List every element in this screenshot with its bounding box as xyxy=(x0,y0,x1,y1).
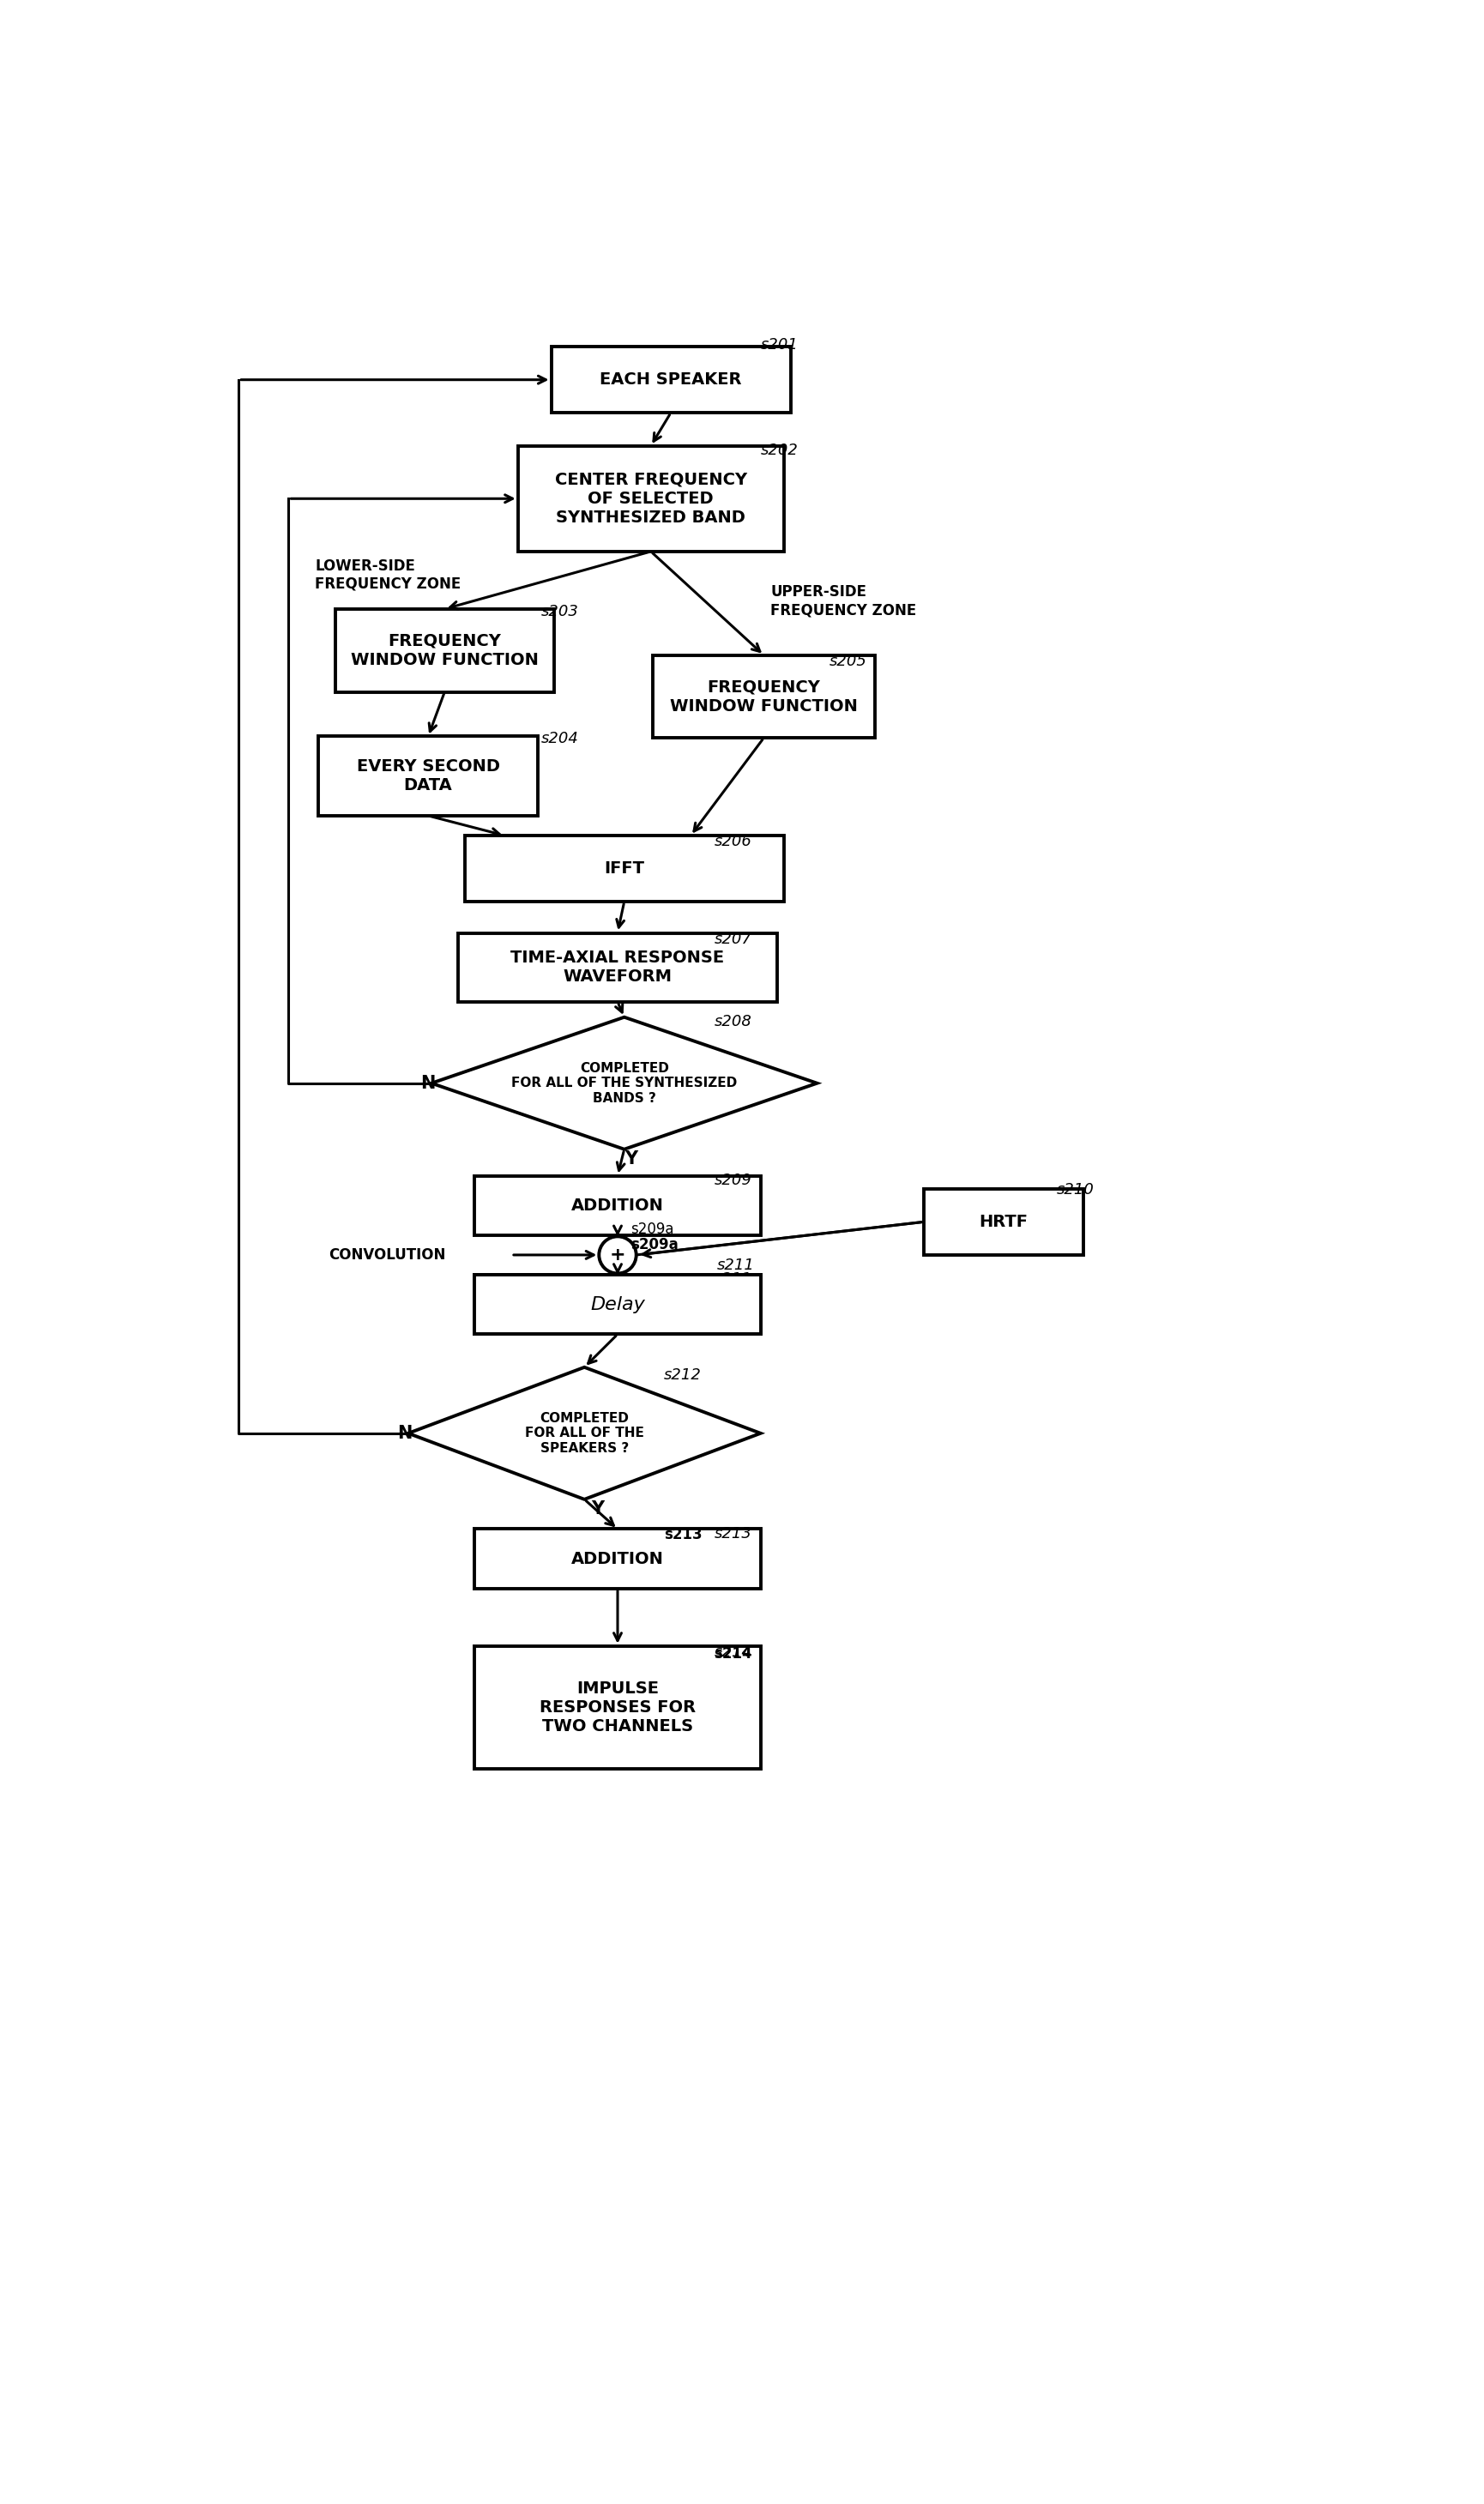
Text: s205: s205 xyxy=(830,654,867,669)
Text: s211: s211 xyxy=(717,1257,755,1275)
FancyBboxPatch shape xyxy=(923,1189,1083,1255)
Text: s207: s207 xyxy=(714,931,752,947)
Text: s206: s206 xyxy=(714,834,752,849)
Text: s211: s211 xyxy=(714,1272,752,1287)
FancyBboxPatch shape xyxy=(475,1530,761,1588)
Text: FREQUENCY
WINDOW FUNCTION: FREQUENCY WINDOW FUNCTION xyxy=(350,634,539,669)
Text: Delay: Delay xyxy=(591,1297,646,1312)
Text: s202: s202 xyxy=(761,443,798,458)
FancyBboxPatch shape xyxy=(475,1177,761,1234)
Text: s213: s213 xyxy=(714,1525,752,1540)
Text: TIME-AXIAL RESPONSE
WAVEFORM: TIME-AXIAL RESPONSE WAVEFORM xyxy=(510,949,724,984)
Text: s212: s212 xyxy=(665,1367,702,1382)
Text: IMPULSE
RESPONSES FOR
TWO CHANNELS: IMPULSE RESPONSES FOR TWO CHANNELS xyxy=(540,1680,696,1735)
Text: ADDITION: ADDITION xyxy=(571,1550,663,1568)
Text: s208: s208 xyxy=(714,1014,752,1029)
Text: s211: s211 xyxy=(717,1272,755,1287)
Text: s204: s204 xyxy=(542,731,579,746)
Text: HRTF: HRTF xyxy=(979,1214,1027,1229)
Text: s209: s209 xyxy=(714,1172,752,1187)
Text: N: N xyxy=(398,1425,413,1442)
Text: +: + xyxy=(610,1247,626,1265)
FancyBboxPatch shape xyxy=(475,1645,761,1768)
FancyBboxPatch shape xyxy=(653,656,876,739)
Text: IFFT: IFFT xyxy=(604,861,644,876)
FancyBboxPatch shape xyxy=(475,1275,761,1335)
Text: LOWER-SIDE
FREQUENCY ZONE: LOWER-SIDE FREQUENCY ZONE xyxy=(315,558,462,591)
Text: s210: s210 xyxy=(1057,1182,1094,1197)
Text: ADDITION: ADDITION xyxy=(571,1197,663,1214)
Text: Y: Y xyxy=(625,1149,638,1167)
Text: COMPLETED
FOR ALL OF THE SYNTHESIZED
BANDS ?: COMPLETED FOR ALL OF THE SYNTHESIZED BAN… xyxy=(512,1062,738,1104)
FancyBboxPatch shape xyxy=(319,736,537,816)
Circle shape xyxy=(600,1237,637,1275)
Text: s203: s203 xyxy=(542,603,579,621)
FancyBboxPatch shape xyxy=(475,1275,761,1335)
Text: s201: s201 xyxy=(761,338,798,353)
FancyBboxPatch shape xyxy=(518,446,784,551)
Text: s209a: s209a xyxy=(631,1237,678,1252)
FancyBboxPatch shape xyxy=(459,934,778,1002)
Text: Delay: Delay xyxy=(589,1297,646,1312)
Text: FREQUENCY
WINDOW FUNCTION: FREQUENCY WINDOW FUNCTION xyxy=(669,679,858,714)
Text: CENTER FREQUENCY
OF SELECTED
SYNTHESIZED BAND: CENTER FREQUENCY OF SELECTED SYNTHESIZED… xyxy=(555,471,746,526)
Text: EVERY SECOND
DATA: EVERY SECOND DATA xyxy=(356,759,500,794)
Text: UPPER-SIDE
FREQUENCY ZONE: UPPER-SIDE FREQUENCY ZONE xyxy=(770,583,917,618)
Text: s209a: s209a xyxy=(631,1222,674,1237)
FancyBboxPatch shape xyxy=(335,608,555,691)
Text: s213: s213 xyxy=(665,1527,702,1542)
Text: CONVOLUTION: CONVOLUTION xyxy=(328,1247,445,1262)
Text: s214: s214 xyxy=(714,1645,752,1660)
Text: COMPLETED
FOR ALL OF THE
SPEAKERS ?: COMPLETED FOR ALL OF THE SPEAKERS ? xyxy=(525,1412,644,1455)
Text: N: N xyxy=(420,1074,436,1092)
FancyBboxPatch shape xyxy=(464,836,784,901)
Text: EACH SPEAKER: EACH SPEAKER xyxy=(600,371,742,388)
Text: s214: s214 xyxy=(714,1645,752,1663)
Polygon shape xyxy=(408,1367,761,1500)
FancyBboxPatch shape xyxy=(551,346,791,413)
Text: Y: Y xyxy=(591,1500,604,1517)
Polygon shape xyxy=(432,1017,818,1149)
